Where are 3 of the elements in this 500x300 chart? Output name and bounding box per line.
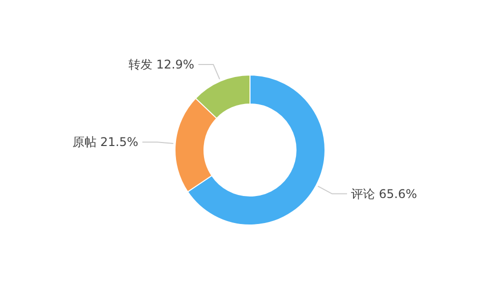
slice-label: 转发 12.9% xyxy=(128,58,194,72)
slice-label: 评论 65.6% xyxy=(351,186,417,201)
slice-label: 原帖 21.5% xyxy=(72,135,138,150)
